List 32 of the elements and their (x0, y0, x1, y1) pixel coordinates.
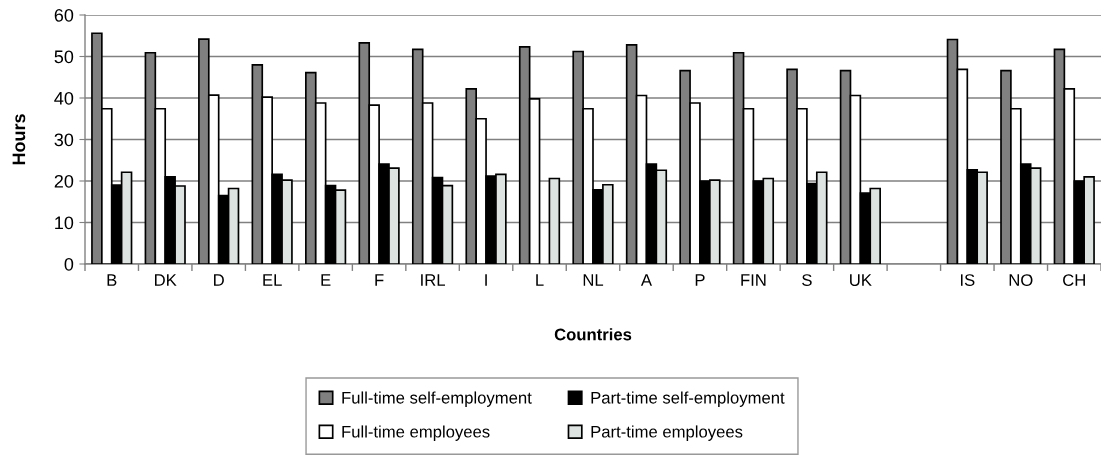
x-tick-label: A (640, 274, 652, 286)
x-tick-label: S (802, 274, 812, 286)
x-tick-label: FIN (741, 274, 766, 286)
x-tick-label: L (536, 274, 544, 286)
x-tick-label: B (107, 274, 117, 286)
legend-label: Part-time employees (591, 425, 743, 441)
x-tick-label: IS (960, 274, 975, 286)
x-tick-label: EL (263, 274, 282, 286)
x-tick-label: DK (155, 274, 177, 286)
x-axis-title: Countries (554, 328, 632, 341)
y-tick-label: 60 (54, 8, 74, 22)
bar (548, 177, 561, 264)
y-tick-label: 30 (54, 133, 74, 147)
x-tick-label: CH (1063, 274, 1085, 286)
y-tick-label: 10 (55, 216, 74, 230)
x-tick-label: NL (583, 274, 604, 286)
x-tick-label: E (321, 274, 331, 286)
y-axis-title: Hours (12, 114, 26, 165)
y-tick-label: 0 (64, 257, 74, 271)
x-tick-label: I (485, 274, 487, 286)
legend-label: Full-time self-employment (342, 391, 532, 407)
legend-label: Full-time employees (342, 425, 490, 441)
y-tick-label: 50 (54, 50, 74, 64)
x-tick-label: NO (1009, 274, 1033, 286)
y-tick-label: 40 (54, 91, 74, 105)
y-tick-label: 20 (54, 174, 74, 188)
x-tick-label: P (695, 274, 705, 286)
x-tick-label: F (375, 274, 384, 286)
x-tick-label: D (214, 274, 224, 286)
x-tick-label: IRL (421, 274, 445, 286)
legend-label: Part-time self-employment (591, 391, 785, 407)
x-tick-label: UK (850, 274, 872, 286)
